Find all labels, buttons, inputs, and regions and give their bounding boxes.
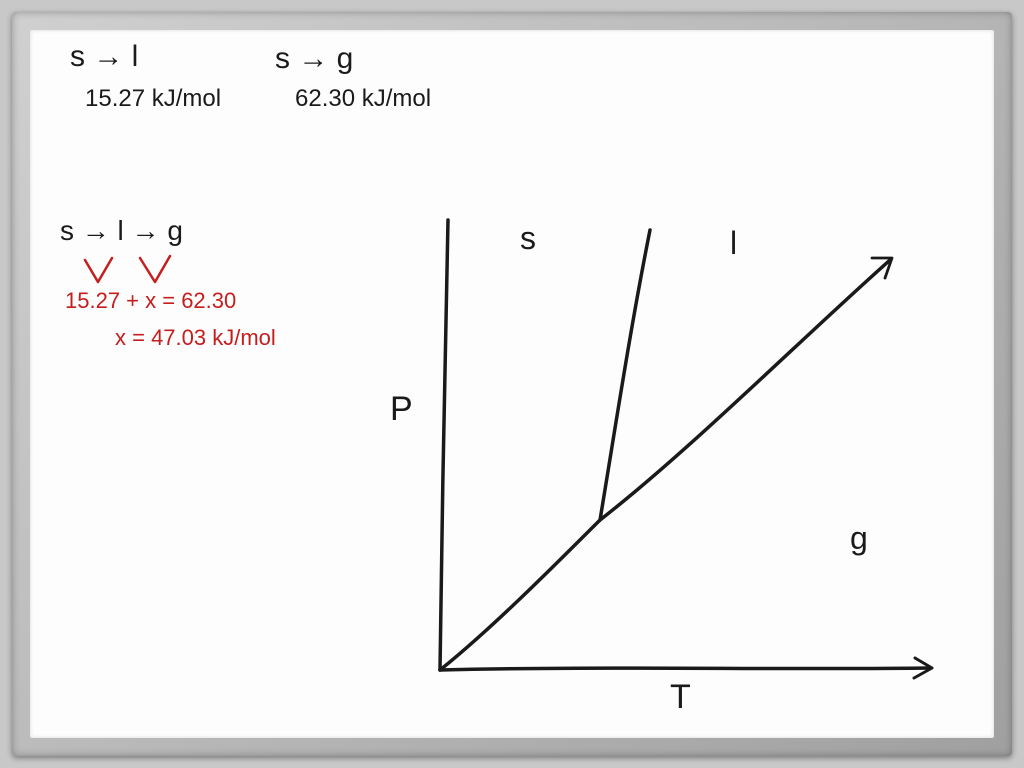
y-axis xyxy=(440,220,448,670)
region-liquid: l xyxy=(730,225,737,262)
axis-y-label: P xyxy=(390,390,413,429)
vaporization-curve xyxy=(600,260,890,520)
whiteboard-surface: s → l 15.27 kJ/mol s → g 62.30 kJ/mol s … xyxy=(30,30,994,738)
drawing-layer xyxy=(30,30,994,738)
sublimation-label: s → g xyxy=(275,42,353,76)
sublimation-curve xyxy=(440,520,600,670)
region-gas: g xyxy=(850,520,868,557)
sublimation-value: 62.30 kJ/mol xyxy=(295,85,431,113)
axis-x-label: T xyxy=(670,678,691,717)
whiteboard-frame: s → l 15.27 kJ/mol s → g 62.30 kJ/mol s … xyxy=(12,12,1012,756)
combined-label: s → l → g xyxy=(60,215,183,247)
red-check-2 xyxy=(140,256,170,282)
vaporization-arrow xyxy=(872,258,892,278)
equation-line2: x = 47.03 kJ/mol xyxy=(115,325,276,351)
x-axis-arrow xyxy=(914,658,932,678)
equation-line1: 15.27 + x = 62.30 xyxy=(65,288,236,314)
fusion-curve xyxy=(600,230,650,520)
fusion-label: s → l xyxy=(70,40,138,74)
fusion-value: 15.27 kJ/mol xyxy=(85,85,221,113)
red-check-1 xyxy=(85,258,112,282)
region-solid: s xyxy=(520,220,536,257)
x-axis xyxy=(440,668,930,670)
